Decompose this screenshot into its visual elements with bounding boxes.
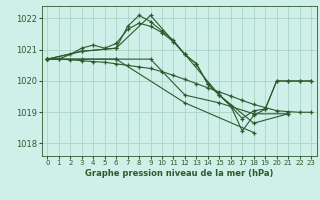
X-axis label: Graphe pression niveau de la mer (hPa): Graphe pression niveau de la mer (hPa)	[85, 169, 273, 178]
